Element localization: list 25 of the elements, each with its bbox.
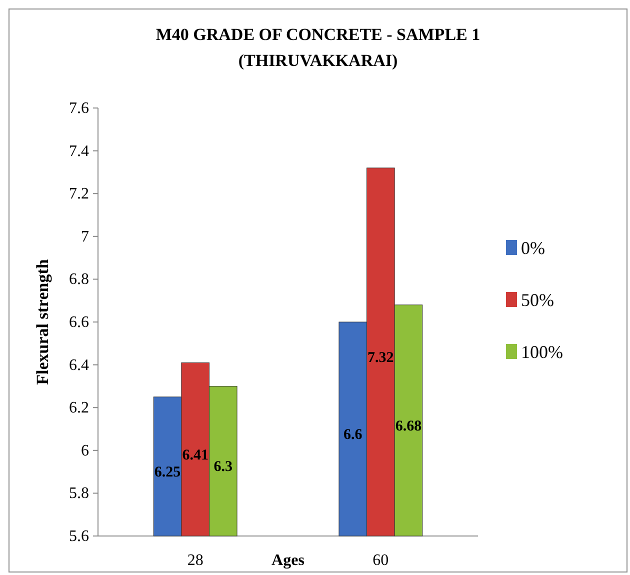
chart-title: M40 GRADE OF CONCRETE - SAMPLE 1 (THIRUVAKKARAI) (156, 25, 480, 70)
legend-label: 0% (521, 238, 545, 258)
y-tick-label: 6.8 (69, 271, 89, 288)
y-tick-label: 7.2 (69, 186, 89, 203)
y-tick-label: 6 (81, 442, 89, 460)
data-label: 6.3 (214, 459, 232, 476)
y-tick-label: 6.2 (69, 400, 89, 417)
y-tick-label: 6.4 (69, 356, 89, 374)
y-tick-label: 6.6 (69, 314, 89, 331)
x-tick-label: 60 (372, 552, 389, 569)
data-label: 6.41 (182, 447, 208, 464)
y-tick-label: 5.6 (69, 528, 89, 545)
y-tick-label: 5.8 (69, 485, 89, 502)
data-label: 6.6 (344, 427, 363, 443)
data-label: 6.25 (154, 464, 181, 480)
y-tick-label: 7 (81, 228, 89, 246)
y-tick-label: 7.6 (69, 100, 89, 117)
y-axis-title: Flexural strength (33, 258, 52, 385)
legend-label: 100% (521, 342, 563, 362)
x-axis-title: Ages (272, 552, 304, 569)
x-tick-label: 28 (187, 552, 204, 569)
data-label: 7.32 (368, 350, 394, 366)
data-label: 6.68 (395, 418, 422, 434)
legend-label: 50% (521, 290, 554, 310)
y-tick-label: 7.4 (69, 142, 89, 160)
